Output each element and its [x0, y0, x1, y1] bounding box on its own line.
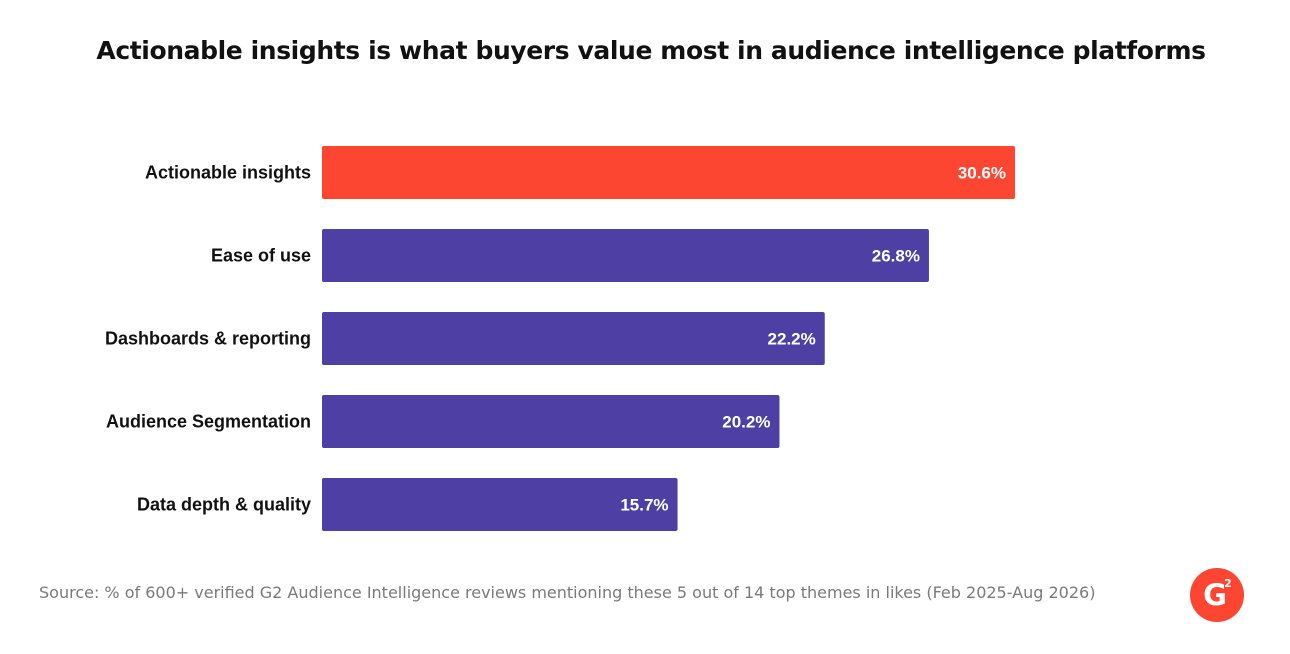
value-label-4: 20.2% [722, 413, 770, 432]
bar-4 [322, 395, 780, 448]
source-note: Source: % of 600+ verified G2 Audience I… [39, 583, 1096, 602]
g2-logo-superscript: 2 [1224, 577, 1232, 590]
value-label-1: 30.6% [958, 164, 1006, 183]
chart-title: Actionable insights is what buyers value… [96, 36, 1206, 65]
value-label-2: 26.8% [872, 247, 920, 266]
bar-5 [322, 478, 678, 531]
bar-1 [322, 146, 1015, 199]
category-label-5: Data depth & quality [137, 495, 311, 515]
g2-logo-circle [1190, 568, 1244, 622]
bar-2 [322, 229, 929, 282]
value-label-3: 22.2% [768, 330, 816, 349]
category-label-1: Actionable insights [145, 163, 311, 183]
category-label-2: Ease of use [211, 246, 311, 266]
category-label-3: Dashboards & reporting [105, 329, 311, 349]
category-label-4: Audience Segmentation [106, 412, 311, 432]
value-label-5: 15.7% [620, 496, 668, 515]
g2-logo-icon: G 2 [1190, 568, 1244, 622]
g2-logo-letter: G [1203, 578, 1227, 612]
bar-3 [322, 312, 825, 365]
